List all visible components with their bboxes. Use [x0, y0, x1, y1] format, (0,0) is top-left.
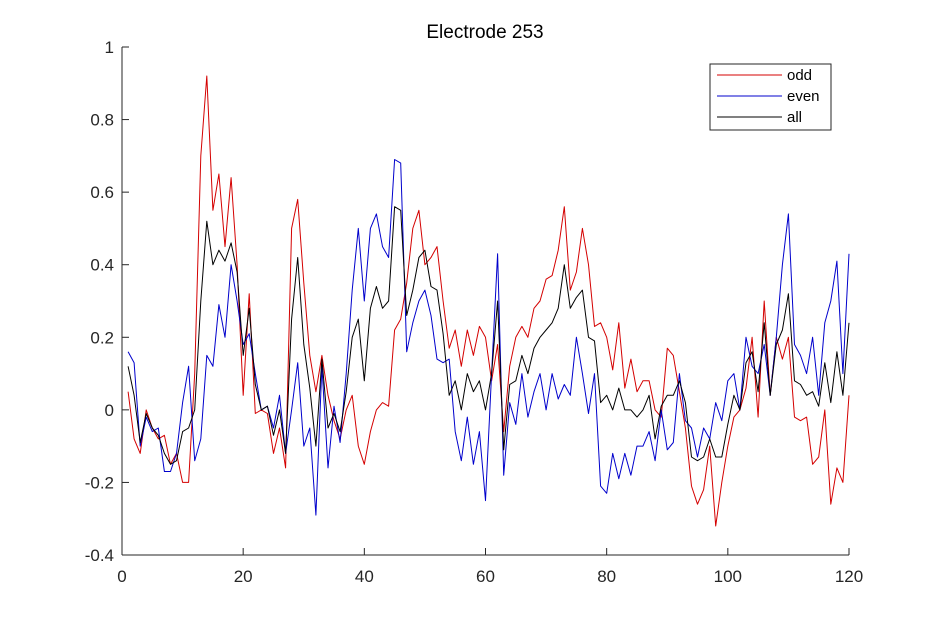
legend-label-odd: odd [787, 67, 812, 84]
x-tick-label: 20 [234, 567, 253, 586]
x-tick-label: 120 [835, 567, 863, 586]
x-tick-label: 0 [117, 567, 126, 586]
y-tick-label: 1 [105, 38, 114, 57]
y-tick-label: 0.4 [90, 256, 114, 275]
x-tick-label: 40 [355, 567, 374, 586]
y-tick-label: -0.2 [85, 473, 114, 492]
x-tick-label: 60 [476, 567, 495, 586]
series-line-all [127, 206, 850, 465]
series-line-odd [127, 75, 850, 527]
y-tick-label: 0.8 [90, 111, 114, 130]
axes: 0 20 40 60 80 100 120 -0.4 -0.2 0 0.2 0.4 0.6 0.8 1 [85, 38, 863, 586]
series-line-even [127, 159, 850, 516]
series-layer [127, 75, 850, 527]
legend: odd even all [709, 63, 832, 131]
x-tick-label: 80 [597, 567, 616, 586]
y-tick-label: 0 [105, 401, 114, 420]
x-tick-label: 100 [714, 567, 742, 586]
y-tick-label: -0.4 [85, 546, 114, 565]
legend-label-even: even [787, 88, 820, 105]
y-tick-label: 0.6 [90, 183, 114, 202]
chart-title: Electrode 253 [426, 22, 543, 43]
legend-label-all: all [787, 109, 802, 126]
y-tick-label: 0.2 [90, 328, 114, 347]
